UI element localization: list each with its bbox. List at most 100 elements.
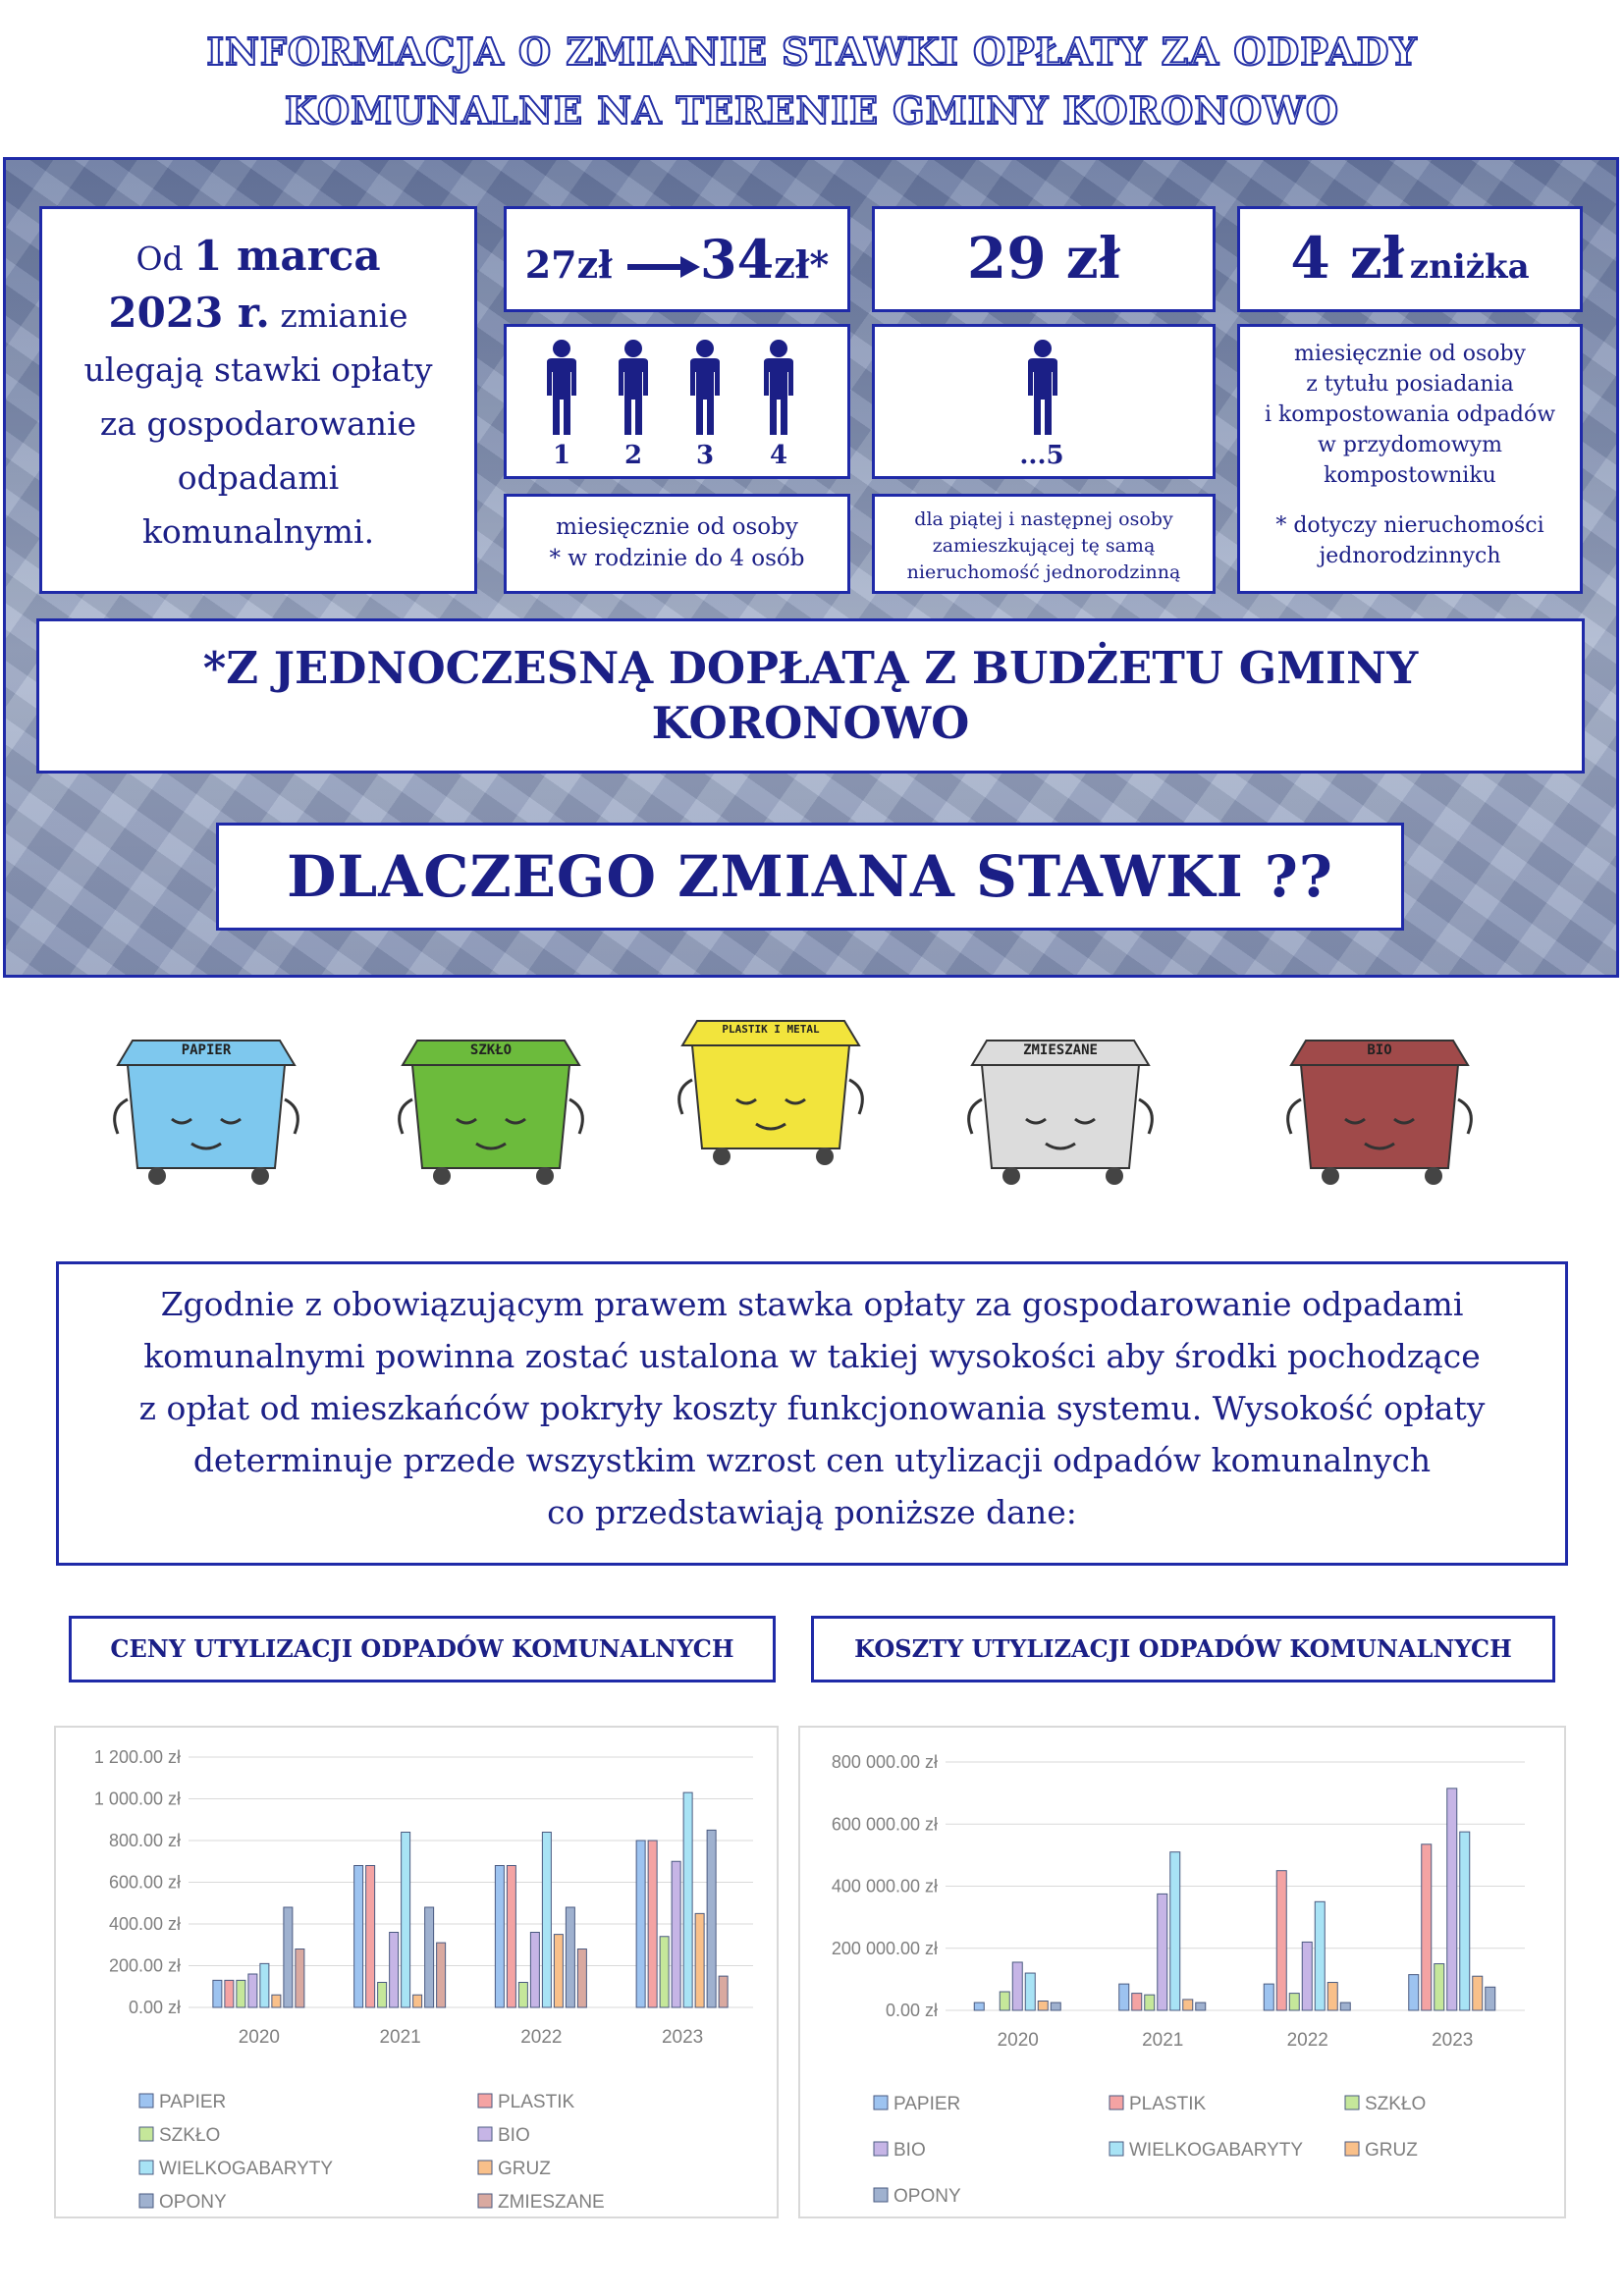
person-icon: [613, 339, 654, 437]
legend-label: SZKŁO: [1365, 2094, 1426, 2114]
note-line: w przydomowym: [1318, 433, 1502, 457]
intro-prefix: Od: [135, 240, 184, 278]
legend-label: PLASTIK: [1129, 2094, 1206, 2114]
legend-swatch: [873, 2187, 889, 2203]
bar-plastik-2020: [224, 1979, 235, 2008]
legend-swatch: [1109, 2095, 1124, 2110]
subsidy-line1: *Z JEDNOCZESNĄ DOPŁATĄ Z BUDŻETU GMINY: [202, 642, 1419, 694]
bar-bio-2020: [1011, 1961, 1023, 2011]
bar-papier-2021: [1118, 1983, 1130, 2011]
bin-label: ZMIESZANE: [1023, 1042, 1098, 1058]
bar-bio-2022: [1301, 1941, 1313, 2011]
rate-29: 29 zł: [966, 225, 1121, 292]
discount-amount: 4 zł: [1290, 225, 1405, 292]
explanation-box: Zgodnie z obowiązującym prawem stawka op…: [56, 1261, 1568, 1566]
discount-label: zniżka: [1409, 247, 1530, 287]
person-icon: [684, 339, 726, 437]
rate-box-1-people: 1 2 3 4: [504, 324, 850, 479]
explanation-line: z opłat od mieszkańców pokryły koszty fu…: [138, 1389, 1486, 1427]
y-tick-label: 200 000.00 zł: [832, 1939, 938, 1958]
bar-zmieszane-2023: [718, 1975, 729, 2008]
bar-szkło-2020: [999, 1991, 1010, 2011]
explanation-line: determinuje przede wszystkim wzrost cen …: [192, 1441, 1432, 1479]
new-rate-unit: zł*: [774, 242, 830, 287]
bar-plastik-2021: [365, 1865, 376, 2008]
bar-wielkogabaryty-2023: [1459, 1831, 1471, 2011]
y-tick-label: 400 000.00 zł: [832, 1877, 938, 1896]
legend-label: BIO: [498, 2125, 530, 2146]
person-number: 1: [552, 441, 571, 470]
y-tick-label: 0.00 zł: [886, 2001, 938, 2020]
bar-bio-2023: [671, 1860, 681, 2008]
legend-swatch: [138, 2193, 154, 2209]
y-tick-label: 1 200.00 zł: [94, 1747, 181, 1767]
note-line: miesięcznie od osoby: [1293, 342, 1526, 366]
note-line: jednorodzinnych: [1319, 544, 1501, 568]
y-tick-label: 0.00 zł: [129, 1998, 181, 2017]
person-number: 4: [769, 441, 788, 470]
bar-plastik-2022: [1275, 1870, 1287, 2011]
legend-swatch: [138, 2093, 154, 2109]
bar-bio-2020: [247, 1973, 258, 2008]
bar-gruz-2023: [1472, 1975, 1484, 2011]
bar-bio-2021: [1157, 1893, 1168, 2011]
page-title-line2: KOMUNALNE NA TERENIE GMINY KORONOWO: [284, 87, 1339, 133]
bin-label: BIO: [1367, 1042, 1392, 1058]
bar-bio-2021: [389, 1932, 400, 2008]
y-tick-label: 800 000.00 zł: [832, 1752, 938, 1772]
legend-label: OPONY: [159, 2192, 227, 2213]
y-tick-label: 400.00 zł: [109, 1914, 181, 1934]
bar-wielkogabaryty-2021: [1169, 1851, 1181, 2011]
y-tick-label: 800.00 zł: [109, 1831, 181, 1850]
bar-wielkogabaryty-2022: [541, 1832, 552, 2008]
bar-papier-2023: [1408, 1974, 1420, 2011]
y-tick-label: 600.00 zł: [109, 1873, 181, 1893]
arrow-right-icon: [627, 256, 701, 278]
bar-plastik-2023: [647, 1840, 658, 2008]
waste-bin-1: PAPIER: [113, 1011, 309, 1207]
x-tick-label: 2020: [998, 2030, 1039, 2051]
bar-szkło-2023: [1434, 1963, 1445, 2011]
rate-box-3-header: 4 zł zniżka: [1237, 206, 1583, 312]
y-tick-label: 600 000.00 zł: [832, 1814, 938, 1834]
bar-zmieszane-2021: [436, 1942, 447, 2008]
explanation-line: Zgodnie z obowiązującym prawem stawka op…: [160, 1285, 1464, 1323]
bar-gruz-2020: [1037, 2001, 1049, 2011]
rate-box-3-note: miesięcznie od osoby z tytułu posiadania…: [1237, 324, 1583, 594]
person-number: 2: [623, 441, 643, 470]
legend-swatch: [1344, 2095, 1360, 2110]
new-rate: 34: [700, 228, 775, 291]
bar-plastik-2022: [506, 1865, 516, 2008]
page-title-line1: INFORMACJA O ZMIANIE STAWKI OPŁATY ZA OD…: [205, 28, 1418, 75]
waste-bin-2: SZKŁO: [398, 1011, 594, 1207]
legend-swatch: [138, 2126, 154, 2142]
note-line: nieruchomość jednorodzinną: [906, 561, 1181, 583]
y-tick-label: 200.00 zł: [109, 1956, 181, 1976]
bin-label: PAPIER: [181, 1042, 232, 1058]
legend-label: PAPIER: [159, 2092, 226, 2112]
subsidy-line2: KORONOWO: [651, 697, 970, 749]
chart-2-title: KOSZTY UTYLIZACJI ODPADÓW KOMUNALNYCH: [811, 1616, 1555, 1682]
legend-swatch: [138, 2160, 154, 2175]
chart-1-plot: 0.00 zł 200.00 zł 400.00 zł 600.00 zł 800.00…: [94, 1747, 753, 2213]
chart-2-plot: 0.00 zł 200 000.00 zł 400 000.00 zł 600 000…: [832, 1752, 1525, 2207]
x-tick-label: 2022: [1287, 2030, 1328, 2051]
waste-bin-3: PLASTIK I METAL: [677, 991, 874, 1188]
person-icon: [758, 339, 799, 437]
note-line: * w rodzinie do 4 osób: [549, 546, 805, 571]
bar-zmieszane-2020: [295, 1949, 305, 2008]
legend-label: GRUZ: [498, 2159, 551, 2179]
old-rate: 27zł: [524, 242, 613, 287]
person-icon: [541, 339, 582, 437]
bar-papier-2020: [212, 1979, 223, 2008]
legend-swatch: [1109, 2141, 1124, 2157]
legend-label: WIELKOGABARYTY: [1129, 2140, 1303, 2161]
bar-opony-2021: [424, 1906, 435, 2008]
bar-opony-2022: [1339, 2002, 1351, 2011]
person-number: 3: [695, 441, 715, 470]
bar-opony-2021: [1195, 2002, 1207, 2011]
bar-gruz-2020: [271, 1994, 282, 2008]
x-tick-label: 2023: [662, 2027, 703, 2048]
x-tick-label: 2021: [379, 2027, 420, 2048]
bar-opony-2023: [1485, 1986, 1496, 2011]
